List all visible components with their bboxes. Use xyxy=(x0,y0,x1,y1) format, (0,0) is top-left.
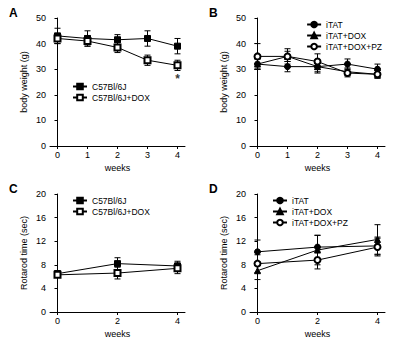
svg-text:10: 10 xyxy=(236,115,246,125)
svg-text:Rotarod time (sec): Rotarod time (sec) xyxy=(19,216,29,290)
svg-text:4: 4 xyxy=(175,150,180,160)
svg-text:40: 40 xyxy=(36,39,46,49)
svg-text:0: 0 xyxy=(41,141,46,151)
svg-text:0: 0 xyxy=(241,141,246,151)
svg-text:weeks: weeks xyxy=(304,163,331,173)
svg-text:20: 20 xyxy=(36,189,46,199)
svg-text:0: 0 xyxy=(241,307,246,317)
svg-text:B: B xyxy=(209,6,218,20)
svg-text:16: 16 xyxy=(236,213,246,223)
svg-text:0: 0 xyxy=(255,150,260,160)
svg-text:iTAT+DOX: iTAT+DOX xyxy=(292,207,332,217)
svg-text:A: A xyxy=(9,6,18,20)
svg-text:iTAT: iTAT xyxy=(326,20,343,30)
svg-text:iTAT: iTAT xyxy=(292,196,309,206)
svg-text:0: 0 xyxy=(55,150,60,160)
svg-text:2: 2 xyxy=(315,150,320,160)
svg-text:2: 2 xyxy=(115,150,120,160)
svg-text:0: 0 xyxy=(55,316,60,326)
svg-text:12: 12 xyxy=(236,236,246,246)
svg-text:1: 1 xyxy=(285,150,290,160)
svg-text:12: 12 xyxy=(36,236,46,246)
svg-text:C: C xyxy=(9,182,18,196)
svg-text:10: 10 xyxy=(36,115,46,125)
svg-text:Rotarod time (sec): Rotarod time (sec) xyxy=(219,216,229,290)
svg-text:30: 30 xyxy=(236,64,246,74)
svg-text:8: 8 xyxy=(41,260,46,270)
svg-text:weeks: weeks xyxy=(104,163,131,173)
svg-text:0: 0 xyxy=(41,307,46,317)
svg-text:C57Bl/6J+DOX: C57Bl/6J+DOX xyxy=(92,93,150,103)
svg-text:C57Bl/6J: C57Bl/6J xyxy=(92,196,127,206)
svg-text:1: 1 xyxy=(85,150,90,160)
svg-text:C57Bl/6J: C57Bl/6J xyxy=(92,82,127,92)
svg-text:4: 4 xyxy=(175,316,180,326)
svg-text:8: 8 xyxy=(241,260,246,270)
svg-text:2: 2 xyxy=(115,316,120,326)
svg-text:weeks: weeks xyxy=(304,329,331,339)
svg-text:C57Bl/6J+DOX: C57Bl/6J+DOX xyxy=(92,207,150,217)
svg-text:4: 4 xyxy=(375,150,380,160)
svg-text:4: 4 xyxy=(41,283,46,293)
svg-text:iTAT+DOX+PZ: iTAT+DOX+PZ xyxy=(292,218,348,228)
svg-text:20: 20 xyxy=(36,90,46,100)
svg-text:iTAT+DOX: iTAT+DOX xyxy=(326,31,366,41)
svg-text:20: 20 xyxy=(236,90,246,100)
svg-text:weeks: weeks xyxy=(104,329,131,339)
svg-text:30: 30 xyxy=(36,64,46,74)
svg-text:2: 2 xyxy=(315,316,320,326)
svg-text:50: 50 xyxy=(36,13,46,23)
svg-text:body weight (g): body weight (g) xyxy=(19,51,29,113)
svg-text:body weight (g): body weight (g) xyxy=(219,51,229,113)
svg-text:0: 0 xyxy=(255,316,260,326)
svg-text:40: 40 xyxy=(236,39,246,49)
svg-text:16: 16 xyxy=(36,213,46,223)
svg-text:3: 3 xyxy=(345,150,350,160)
svg-text:3: 3 xyxy=(145,150,150,160)
svg-text:4: 4 xyxy=(241,283,246,293)
svg-text:4: 4 xyxy=(375,316,380,326)
svg-text:50: 50 xyxy=(236,13,246,23)
svg-text:20: 20 xyxy=(236,189,246,199)
svg-text:iTAT+DOX+PZ: iTAT+DOX+PZ xyxy=(326,42,382,52)
svg-text:D: D xyxy=(209,182,218,196)
svg-text:*: * xyxy=(175,72,180,86)
